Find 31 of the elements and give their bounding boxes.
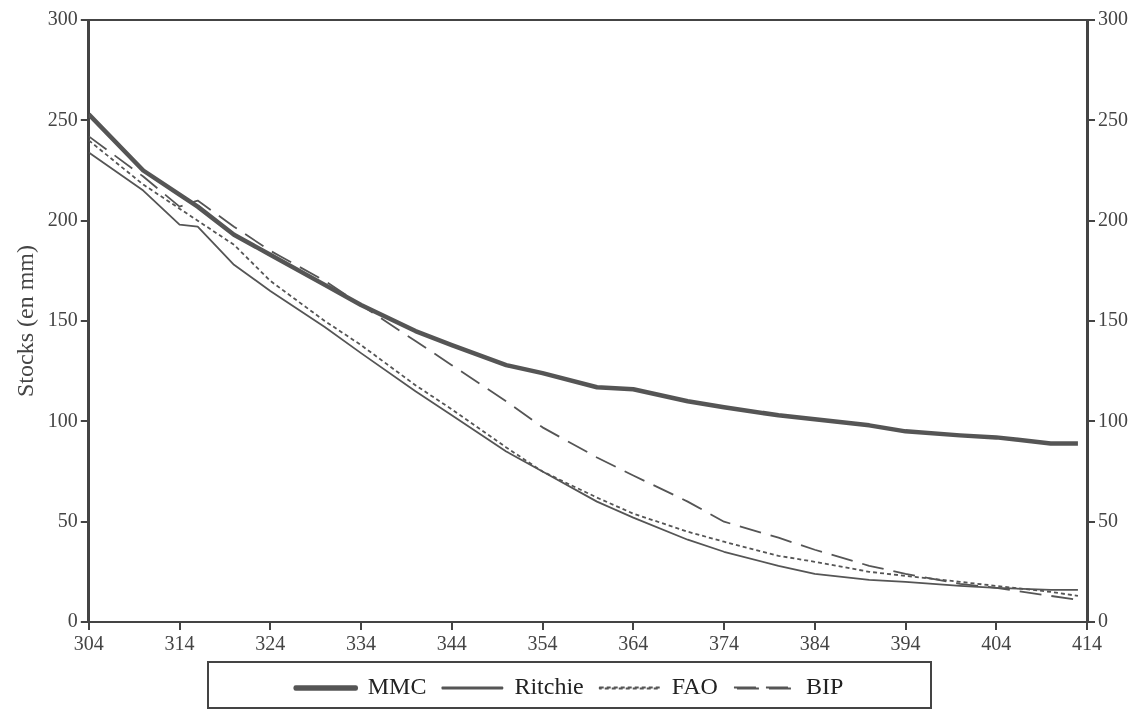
x-tick-label: 384 — [799, 632, 830, 655]
x-tick-label: 334 — [346, 632, 377, 655]
x-tick-label: 344 — [436, 632, 467, 655]
y-tick-label: 200 — [47, 207, 78, 230]
y-tick-label: 50 — [57, 508, 78, 531]
y2-tick-label: 150 — [1098, 308, 1128, 331]
x-tick-label: 394 — [890, 632, 921, 655]
y2-tick-label: 50 — [1098, 508, 1118, 531]
y2-tick-label: 250 — [1098, 107, 1128, 130]
y2-tick-label: 300 — [1098, 7, 1128, 30]
y-axis-title: Stocks (en mm) — [11, 245, 38, 397]
x-tick-label: 314 — [164, 632, 195, 655]
y2-tick-label: 100 — [1098, 408, 1128, 431]
x-tick-label: 374 — [709, 632, 740, 655]
legend-label: FAO — [671, 673, 718, 700]
x-tick-label: 414 — [1072, 632, 1102, 655]
y-tick-label: 300 — [47, 7, 78, 30]
legend-label: BIP — [805, 673, 844, 700]
y-tick-label: 100 — [47, 408, 78, 431]
y-tick-label: 150 — [47, 308, 78, 331]
legend-label: MMC — [367, 673, 427, 700]
y-tick-label: 250 — [47, 107, 78, 130]
y-tick-label: 0 — [67, 609, 78, 632]
x-tick-label: 364 — [618, 632, 649, 655]
x-tick-label: 404 — [981, 632, 1012, 655]
x-tick-label: 354 — [527, 632, 558, 655]
x-tick-label: 324 — [255, 632, 286, 655]
y2-tick-label: 200 — [1098, 207, 1128, 230]
y2-tick-label: 0 — [1098, 609, 1108, 632]
x-tick-label: 304 — [73, 632, 104, 655]
legend-label: Ritchie — [514, 673, 584, 700]
